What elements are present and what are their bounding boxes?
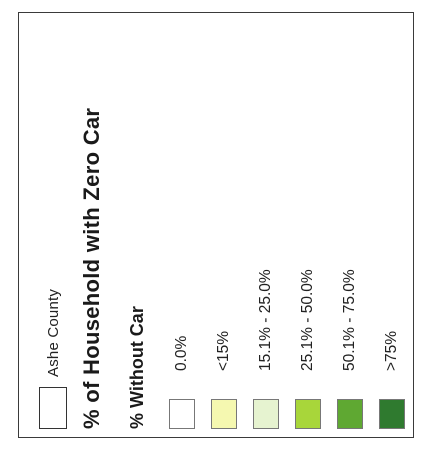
class-label: <15% (215, 330, 232, 371)
class-swatch (253, 399, 279, 429)
county-label: Ashe County (44, 288, 62, 377)
class-label: 25.1% - 50.0% (299, 269, 316, 371)
legend-class-3: 25.1% - 50.0% (295, 269, 321, 429)
legend-class-1: <15% (211, 331, 237, 429)
class-swatch (379, 399, 405, 429)
class-swatch (211, 399, 237, 429)
legend-content: Ashe County % of Household with Zero Car… (19, 13, 415, 439)
class-swatch (169, 399, 195, 429)
legend-title: % of Household with Zero Car (79, 107, 104, 429)
map-legend: Ashe County % of Household with Zero Car… (18, 12, 414, 438)
legend-class-0: 0.0% (169, 336, 195, 429)
class-label: 50.1% - 75.0% (341, 269, 358, 371)
class-swatch (337, 399, 363, 429)
class-label: 15.1% - 25.0% (257, 269, 274, 371)
county-legend-item: Ashe County (39, 289, 67, 429)
legend-class-4: 50.1% - 75.0% (337, 269, 363, 429)
class-label: >75% (383, 330, 400, 371)
county-boundary-swatch (39, 387, 67, 429)
class-swatch (295, 399, 321, 429)
legend-class-5: >75% (379, 331, 405, 429)
class-label: 0.0% (173, 335, 190, 371)
legend-subtitle: % Without Car (127, 306, 147, 429)
legend-class-2: 15.1% - 25.0% (253, 269, 279, 429)
